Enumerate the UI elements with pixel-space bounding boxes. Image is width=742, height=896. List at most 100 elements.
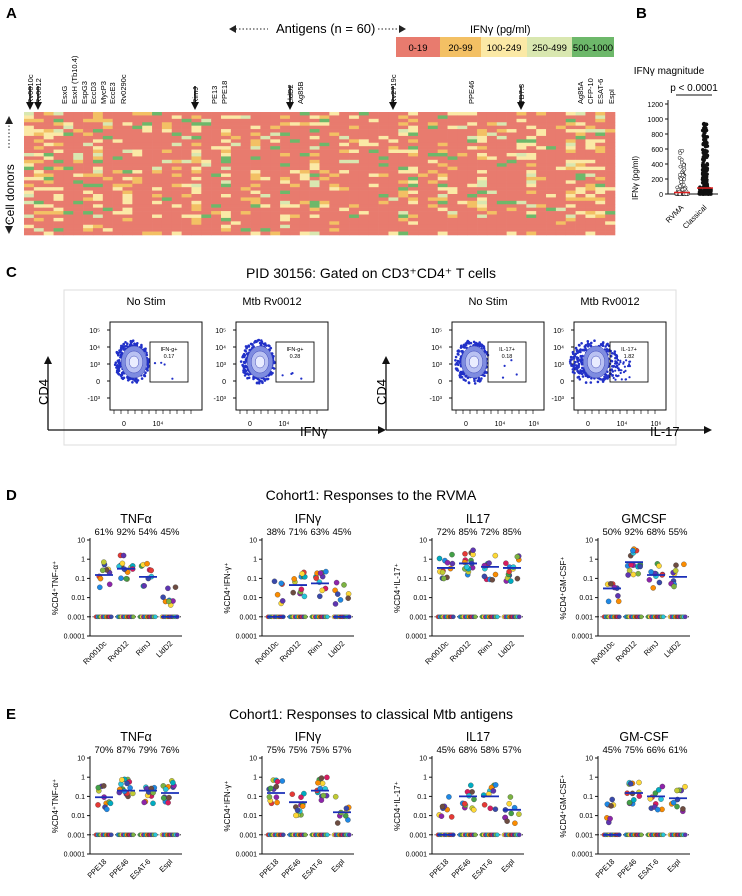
response-dot [625, 572, 631, 578]
heatmap-cell [408, 204, 419, 208]
heatmap-cell [132, 125, 143, 130]
heatmap-cell [211, 159, 222, 164]
heatmap-cell [73, 197, 84, 202]
heatmap-cell [349, 122, 360, 126]
heatmap-cell [112, 166, 123, 171]
heatmap-cell [408, 125, 419, 130]
heatmap-cell [398, 214, 409, 219]
heatmap-cell [240, 115, 251, 120]
flow-event [572, 364, 575, 368]
flow-event [260, 380, 264, 383]
heatmap-cell [270, 194, 281, 198]
heatmap-cell [329, 173, 340, 178]
flow-gated-event [614, 378, 617, 381]
heatmap-cell [240, 187, 251, 191]
heatmap-cell [486, 156, 498, 161]
panel_e-ytick-label-1-2: 0.1 [247, 794, 257, 801]
heatmap-cell [230, 228, 241, 232]
heatmap-cell [526, 231, 537, 236]
heatmap-cell [516, 221, 527, 226]
heatmap-cell [122, 159, 133, 164]
heatmap-cell [319, 170, 330, 174]
heatmap-cell [102, 176, 113, 181]
heatmap-cell [378, 190, 389, 195]
heatmap-cell [575, 122, 586, 126]
heatmap-cell [437, 170, 448, 174]
heatmap-cell [289, 146, 301, 150]
heatmap-cell [378, 207, 389, 212]
heatmap-cell [73, 135, 84, 140]
heatmap-cell [201, 163, 212, 167]
flow-event [575, 364, 578, 367]
heatmap-cell [142, 118, 153, 123]
heatmap-cell [152, 214, 163, 219]
heatmap-cell [368, 159, 379, 164]
heatmap-cell [378, 159, 389, 164]
heatmap-cell [319, 173, 330, 178]
response-dot [303, 614, 308, 620]
heatmap-cell [152, 153, 163, 157]
heatmap-cell [398, 187, 409, 191]
heatmap-cell [565, 163, 576, 167]
panel_e-percent-0-3: 76% [160, 745, 180, 756]
heatmap-cell [161, 228, 173, 232]
heatmap-cell [565, 132, 576, 137]
flow-event [571, 368, 575, 371]
heatmap-cell [506, 214, 517, 219]
heatmap-cell [565, 214, 576, 219]
panel-b-point [704, 122, 709, 127]
heatmap-cell [378, 170, 389, 174]
heatmap-cell [496, 231, 507, 236]
heatmap-cell [112, 115, 123, 120]
heatmap-cell [280, 207, 291, 212]
heatmap-cell [260, 221, 271, 226]
heatmap-cell [555, 139, 567, 144]
heatmap-cell [309, 139, 320, 144]
response-dot [481, 802, 488, 808]
heatmap-cell [516, 163, 527, 167]
heatmap-cell [339, 176, 350, 181]
heatmap-cell [575, 194, 586, 198]
heatmap-cell [546, 228, 557, 232]
heatmap-cell [378, 200, 389, 205]
flow-event [115, 370, 119, 374]
response-dot [124, 780, 130, 787]
flow-event [480, 343, 484, 347]
heatmap-cell [289, 200, 301, 205]
heatmap-cell [457, 118, 468, 123]
heatmap-cell [477, 149, 488, 154]
heatmap-cell [142, 135, 153, 140]
panel_e-category-3-2: ESAT-6 [636, 857, 660, 881]
heatmap-cell [132, 221, 143, 226]
heatmap-cell [53, 153, 64, 157]
heatmap-cell [358, 118, 370, 123]
heatmap-cell [565, 139, 576, 144]
heatmap-cell [437, 129, 448, 133]
flow-event [577, 371, 580, 374]
heatmap-cell [280, 139, 291, 144]
heatmap-cell [280, 163, 291, 167]
flow-event [127, 377, 130, 380]
flow-gate-value-1: 0.28 [290, 354, 301, 360]
heatmap-cell [33, 180, 44, 185]
heatmap-cell [270, 166, 281, 171]
heatmap-cell [585, 146, 596, 150]
legend-swatch-0 [396, 37, 440, 57]
heatmap-cell [181, 228, 192, 232]
heatmap-cell [53, 207, 64, 212]
heatmap-cell [250, 125, 261, 130]
heatmap-cell [112, 135, 123, 140]
heatmap-cell [83, 132, 94, 137]
heatmap-cell [388, 214, 399, 219]
heatmap-cell [73, 187, 84, 191]
heatmap-cell [240, 139, 251, 144]
heatmap-cell [211, 176, 222, 181]
heatmap-cell [536, 217, 547, 222]
heatmap-cell [309, 153, 320, 157]
panel_d-subplot-1: IFNγ%CD4⁺IFN-γ⁺1010.10.010.0010.000138%R… [223, 512, 354, 666]
heatmap-cell [595, 200, 606, 205]
heatmap-cell [565, 170, 576, 174]
panel_d-ytick-label-2-0: 10 [419, 538, 427, 545]
heatmap-cell [112, 129, 123, 133]
